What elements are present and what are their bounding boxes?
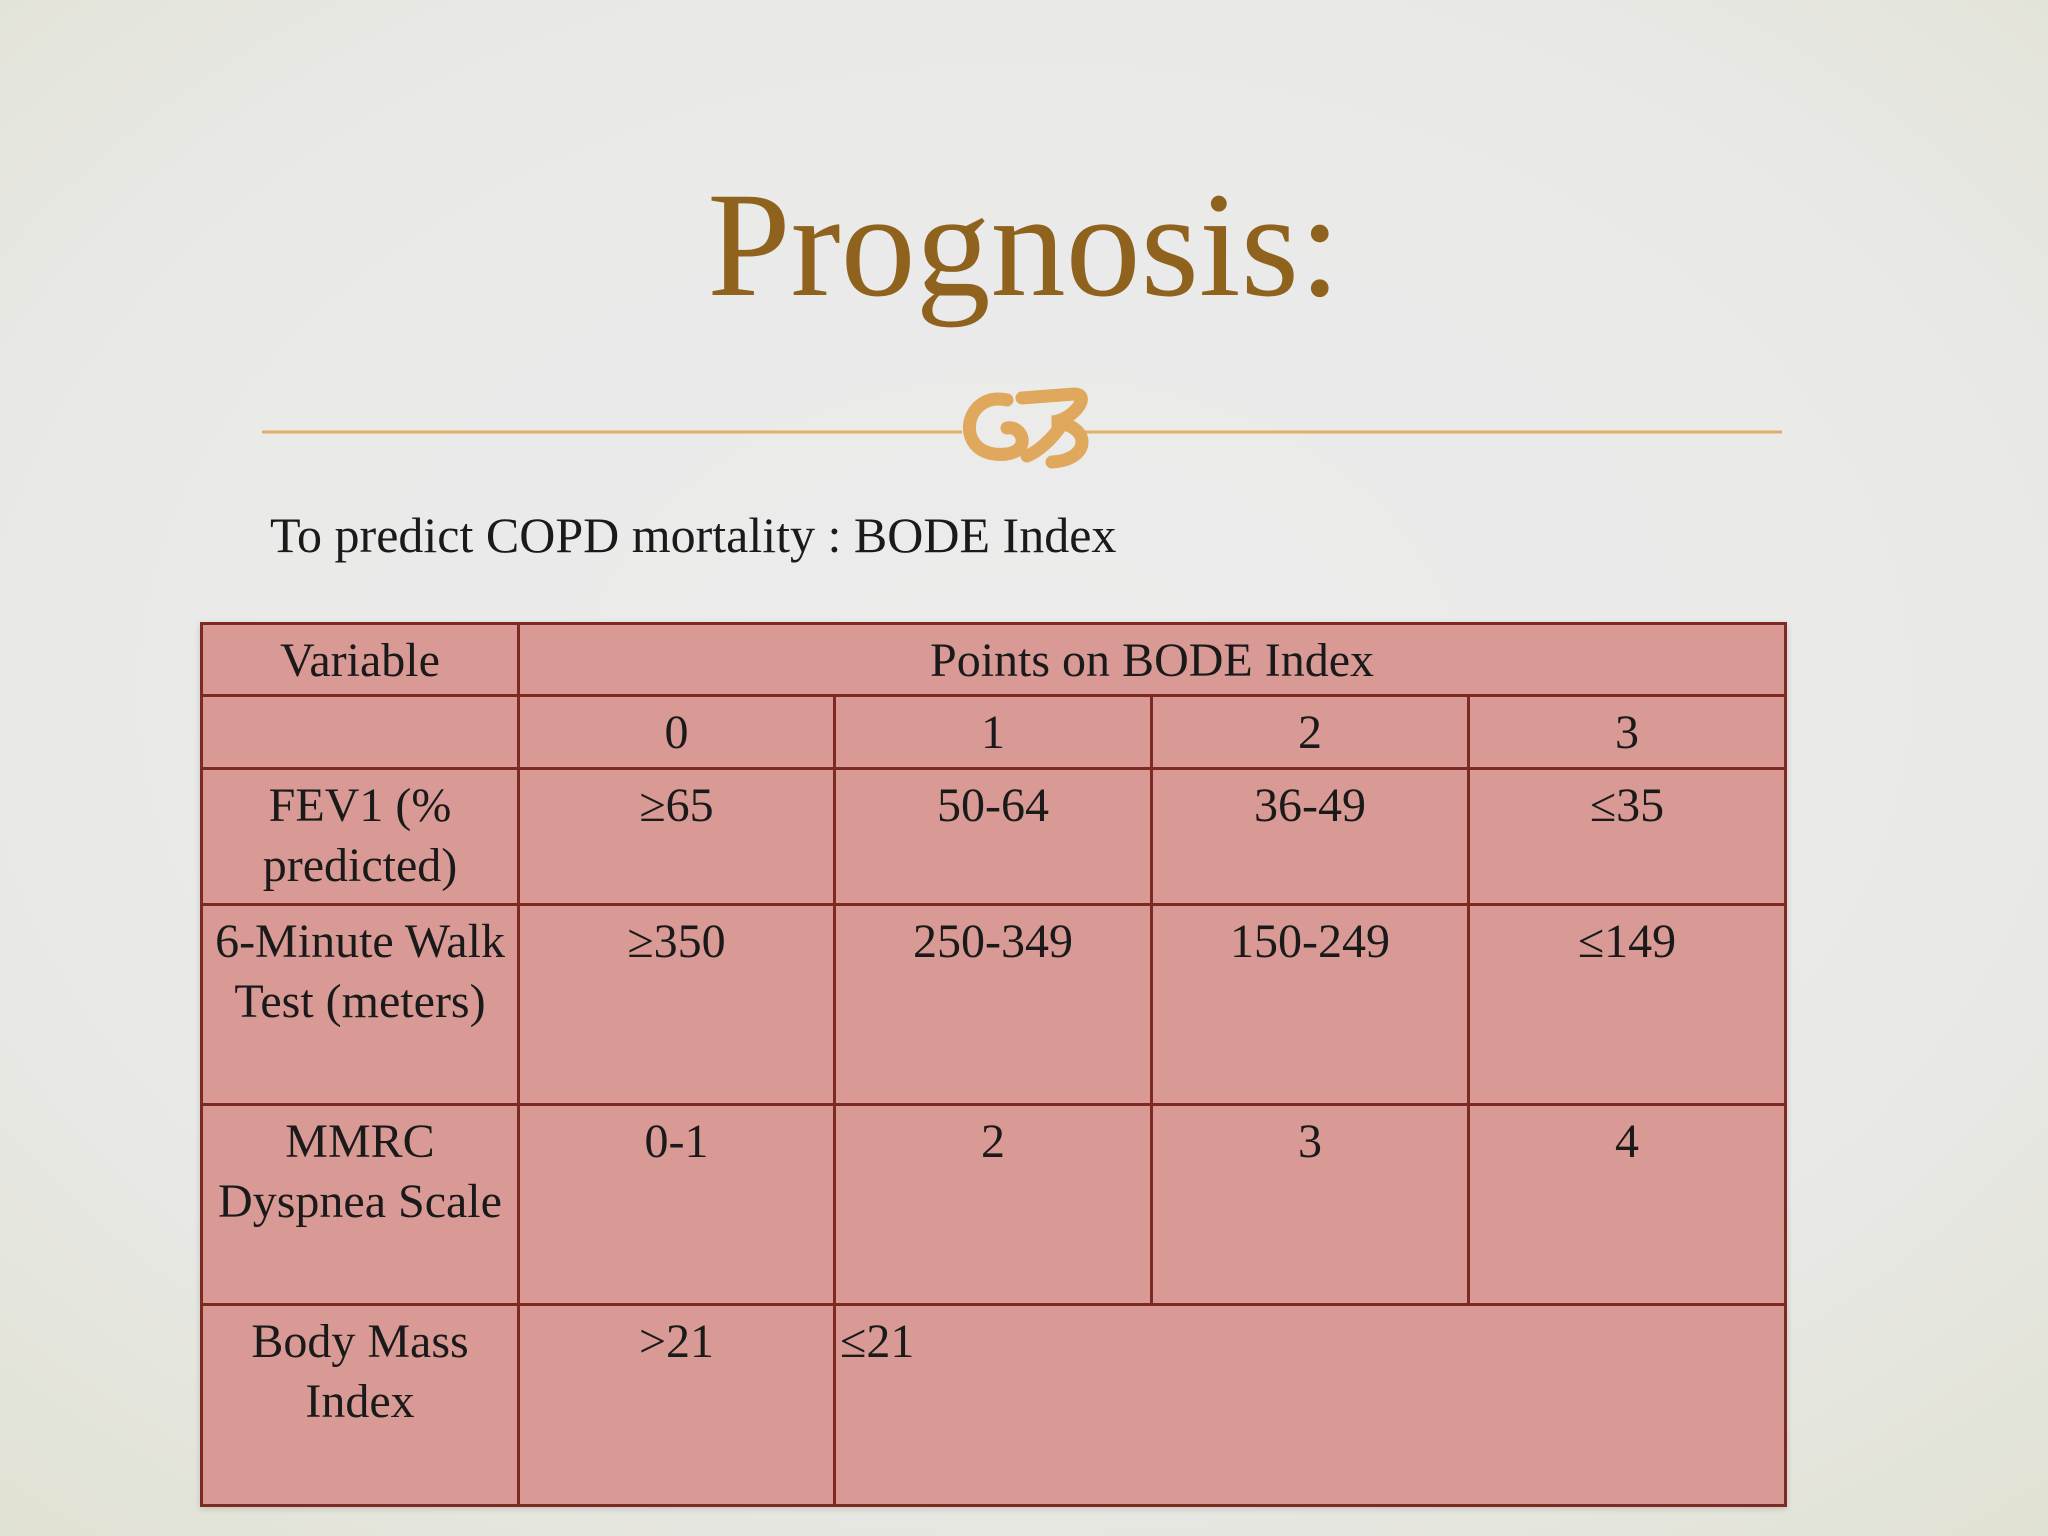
table-row: FEV1 (% predicted) ≥65 50-64 36-49 ≤35: [200, 767, 1787, 906]
variable-header: Variable: [200, 622, 520, 697]
table-row: MMRC Dyspnea Scale 0-1 2 3 4: [200, 1103, 1787, 1306]
variable-label: Body Mass Index: [200, 1303, 520, 1507]
table-row: Body Mass Index >21 ≤21: [200, 1303, 1787, 1507]
table-cell: 2: [833, 1103, 1153, 1306]
table-cell: 3: [1150, 1103, 1470, 1306]
point-values-row: 0 1 2 3: [200, 694, 1787, 770]
table-cell: ≥65: [517, 767, 836, 906]
variable-label: 6-Minute Walk Test (meters): [200, 903, 520, 1106]
points-header: Points on BODE Index: [517, 622, 1787, 697]
point-value: 3: [1467, 694, 1787, 770]
table-cell: 50-64: [833, 767, 1153, 906]
slide-subtitle: To predict COPD mortality : BODE Index: [270, 507, 1117, 563]
bode-index-table: Variable Points on BODE Index 0 1 2 3 FE…: [200, 622, 1787, 1507]
scroll-ornament-icon: [963, 387, 1089, 469]
variable-label: MMRC Dyspnea Scale: [200, 1103, 520, 1306]
title-divider: [262, 387, 1782, 469]
table-cell: 150-249: [1150, 903, 1470, 1106]
table-cell: 0-1: [517, 1103, 836, 1306]
point-value: 0: [517, 694, 836, 770]
table-cell: ≤21: [833, 1303, 1787, 1507]
table-cell: 36-49: [1150, 767, 1470, 906]
table-cell: ≤149: [1467, 903, 1787, 1106]
table-row: 6-Minute Walk Test (meters) ≥350 250-349…: [200, 903, 1787, 1106]
table-cell: ≤35: [1467, 767, 1787, 906]
table-header-row: Variable Points on BODE Index: [200, 622, 1787, 697]
empty-cell: [200, 694, 520, 770]
table-cell: 4: [1467, 1103, 1787, 1306]
point-value: 1: [833, 694, 1153, 770]
point-value: 2: [1150, 694, 1470, 770]
table-cell: >21: [517, 1303, 836, 1507]
slide-title: Prognosis:: [707, 162, 1341, 328]
table-cell: 250-349: [833, 903, 1153, 1106]
variable-label: FEV1 (% predicted): [200, 767, 520, 906]
table-cell: ≥350: [517, 903, 836, 1106]
